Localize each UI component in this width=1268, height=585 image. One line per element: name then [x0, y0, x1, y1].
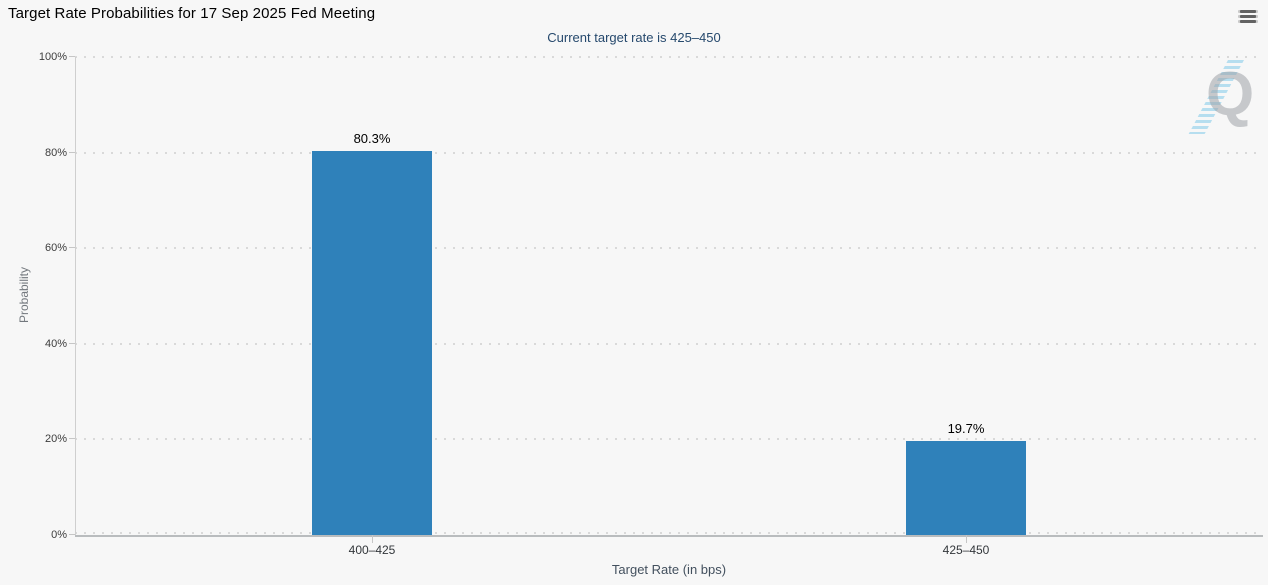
- y-axis-line: [75, 57, 76, 535]
- x-axis-tick-label: 425–450: [942, 543, 990, 557]
- x-axis-tick-label: 400–425: [348, 543, 396, 557]
- bar[interactable]: [906, 440, 1026, 535]
- gridline: [75, 151, 1263, 154]
- chart-menu-button[interactable]: [1236, 6, 1260, 28]
- y-axis-tick-label: 60%: [44, 242, 67, 255]
- gridline: [75, 438, 1263, 441]
- gridline: [75, 342, 1263, 345]
- hamburger-menu-icon: [1238, 9, 1258, 23]
- x-axis-line: [75, 535, 1263, 537]
- x-axis-title: Target Rate (in bps): [611, 562, 727, 577]
- gridline: [75, 56, 1263, 58]
- y-axis-tick-label: 40%: [44, 337, 67, 350]
- bar[interactable]: [312, 151, 432, 535]
- gridline: [75, 532, 1263, 534]
- y-axis-tick: [69, 534, 75, 535]
- y-axis-tick: [69, 342, 75, 344]
- x-axis-tick: [966, 535, 967, 543]
- chart-subtitle: Current target rate is 425–450: [547, 30, 721, 45]
- y-axis-tick-label: 100%: [38, 51, 67, 63]
- y-axis-tick: [69, 151, 75, 153]
- x-axis-tick: [372, 535, 373, 543]
- y-axis-tick-label: 0%: [51, 529, 67, 541]
- bar-value-label: 80.3%: [353, 131, 391, 147]
- y-axis-tick-label: 20%: [44, 433, 67, 446]
- bar-value-label: 19.7%: [947, 420, 985, 436]
- y-axis-tick-label: 80%: [44, 146, 67, 159]
- y-axis-tick: [69, 247, 75, 249]
- chart-title: Target Rate Probabilities for 17 Sep 202…: [8, 5, 376, 22]
- y-axis-tick: [69, 56, 75, 57]
- y-axis-tick: [69, 438, 75, 440]
- gridline: [75, 247, 1263, 250]
